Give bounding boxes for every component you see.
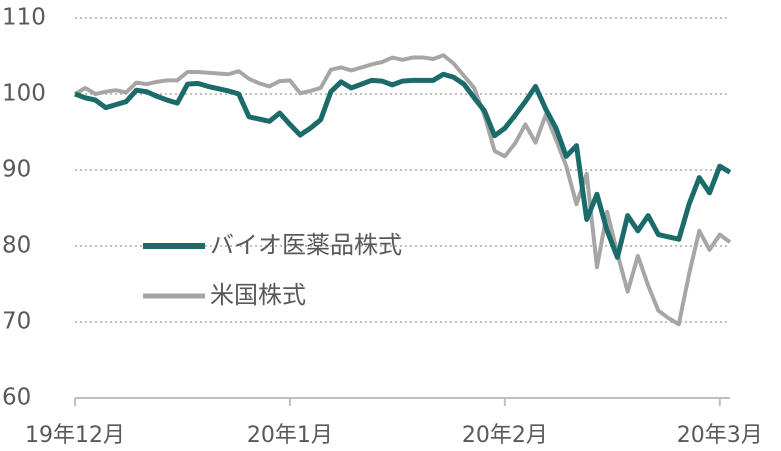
x-tick-label: 19年12月 bbox=[25, 423, 125, 448]
y-tick-label: 70 bbox=[2, 309, 31, 335]
y-tick-label: 80 bbox=[2, 233, 31, 259]
series-line bbox=[73, 53, 732, 327]
x-tick-label: 20年3月 bbox=[677, 423, 763, 448]
x-tick-label: 20年2月 bbox=[462, 423, 548, 448]
y-tick-label: 100 bbox=[2, 81, 46, 107]
series-line bbox=[74, 71, 732, 260]
legend-label: 米国株式 bbox=[210, 281, 306, 309]
y-tick-label: 110 bbox=[2, 5, 46, 31]
x-tick-label: 20年1月 bbox=[247, 423, 333, 448]
y-tick-label: 90 bbox=[2, 157, 31, 183]
y-tick-label: 60 bbox=[2, 385, 31, 411]
legend-label: バイオ医薬品株式 bbox=[210, 231, 402, 259]
